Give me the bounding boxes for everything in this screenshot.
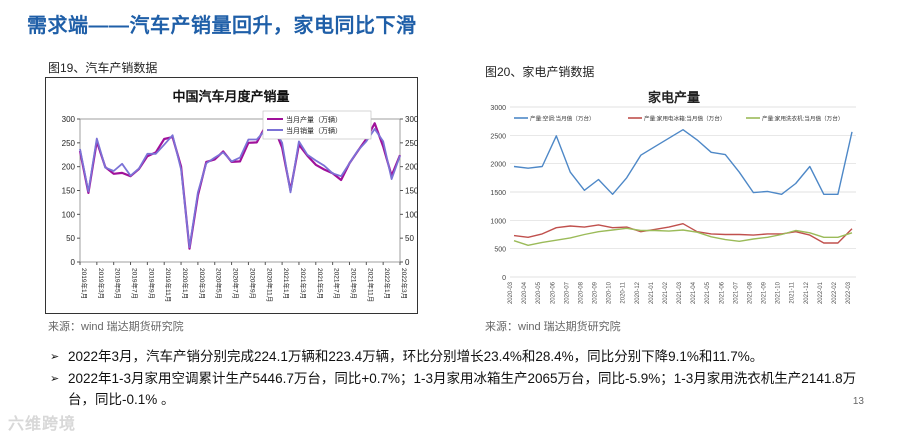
car-x-tick-label: 2020年11月: [265, 268, 274, 302]
car-y-tick-label: 300: [62, 115, 76, 124]
car-y-tick-label: 100: [62, 210, 76, 219]
ha-x-tick-label: 2020-07: [564, 281, 570, 304]
car-right-y-tick-label: 250: [405, 139, 418, 148]
car-x-tick-label: 2020年3月: [198, 268, 207, 299]
bullet-text: 2022年3月，汽车产销分别完成224.1万辆和223.4万辆，环比分别增长23…: [68, 349, 764, 364]
bullet-item: ➢ 2022年3月，汽车产销分别完成224.1万辆和223.4万辆，环比分别增长…: [50, 346, 870, 368]
ha-x-tick-label: 2022-03: [846, 281, 852, 304]
ha-x-tick-label: 2021-12: [804, 281, 810, 304]
car-x-tick-label: 2022年1月: [383, 268, 392, 299]
ha-x-tick-label: 2021-05: [705, 281, 711, 304]
ha-x-tick-label: 2021-07: [733, 281, 739, 304]
car-x-tick-label: 2019年3月: [97, 268, 106, 299]
car-x-tick-label: 2021年5月: [316, 268, 325, 299]
ha-x-tick-label: 2020-09: [593, 281, 599, 304]
ha-x-tick-label: 2020-08: [578, 281, 584, 304]
car-x-tick-label: 2020年1月: [181, 268, 190, 299]
car-right-y-tick-label: 300: [405, 115, 418, 124]
car-x-tick-label: 2021年7月: [333, 268, 342, 299]
ha-x-tick-label: 2021-03: [677, 281, 683, 304]
appliance-chart-bg: [478, 82, 870, 314]
car-right-y-tick-label: 50: [405, 234, 414, 243]
car-legend-label: 当月产量（万辆）: [286, 115, 342, 124]
ha-x-tick-label: 2020-03: [508, 281, 514, 304]
arrow-bullet-icon: ➢: [50, 373, 60, 385]
car-x-tick-label: 2020年9月: [248, 268, 257, 299]
figure-19-caption: 图19、汽车产销数据: [48, 61, 158, 75]
ha-x-tick-label: 2021-06: [719, 281, 725, 304]
car-x-tick-label: 2019年5月: [114, 268, 123, 299]
car-right-y-tick-label: 150: [405, 187, 418, 196]
arrow-bullet-icon: ➢: [50, 351, 60, 363]
ha-x-tick-label: 2021-10: [776, 281, 782, 304]
car-x-tick-label: 2019年7月: [131, 268, 140, 299]
ha-x-tick-label: 2020-06: [550, 281, 556, 304]
ha-x-tick-label: 2021-09: [762, 281, 768, 304]
ha-y-tick-label: 500: [494, 247, 506, 254]
ha-y-tick-label: 1000: [490, 218, 506, 225]
ha-y-tick-label: 2000: [490, 162, 506, 169]
car-y-tick-label: 50: [66, 234, 75, 243]
ha-legend-label: 产量:空调:当月值（万台）: [530, 115, 595, 123]
ha-y-tick-label: 0: [502, 275, 506, 282]
ha-y-tick-label: 3000: [490, 105, 506, 112]
car-y-tick-label: 150: [62, 187, 76, 196]
car-right-y-tick-label: 100: [405, 210, 418, 219]
car-y-tick-label: 250: [62, 139, 76, 148]
car-x-tick-label: 2019年11月: [164, 268, 173, 302]
car-series-line-sales: [79, 126, 401, 249]
ha-x-tick-label: 2020-04: [522, 281, 528, 304]
car-x-tick-label: 2022年3月: [400, 268, 409, 299]
ha-x-tick-label: 2022-01: [818, 281, 824, 304]
figure-19-source: 来源：wind 瑞达期货研究院: [48, 321, 184, 333]
car-y-tick-label: 0: [71, 258, 76, 267]
slide-title: 需求端——汽车产销量回升，家电同比下滑: [27, 15, 417, 37]
watermark-logo: 六维跨境: [8, 416, 77, 433]
appliance-chart: 家电产量 0 500 1000 1500 2000 2500 3000 2020-03 2020…: [478, 82, 870, 314]
page-number: 13: [852, 396, 864, 407]
bullet-list: ➢ 2022年3月，汽车产销分别完成224.1万辆和223.4万辆，环比分别增长…: [50, 346, 870, 410]
ha-x-tick-label: 2021-04: [691, 281, 697, 304]
ha-x-tick-label: 2020-11: [621, 281, 627, 303]
ha-legend-label: 产量:家用洗衣机:当月值（万台）: [762, 115, 843, 123]
car-x-tick-label: 2020年5月: [215, 268, 224, 299]
figure-20-source: 来源：wind 瑞达期货研究院: [485, 321, 621, 333]
ha-x-tick-label: 2020-05: [536, 281, 542, 304]
car-chart-title: 中国汽车月度产销量: [172, 89, 289, 104]
car-x-tick-label: 2021年3月: [299, 268, 308, 299]
car-x-tick-label: 2021年9月: [349, 268, 358, 299]
car-x-tick-label: 2021年1月: [282, 268, 291, 299]
ha-x-tick-label: 2021-08: [747, 281, 753, 304]
bullet-text: 2022年1-3月家用空调累计生产5446.7万台，同比+0.7%；1-3月家用…: [68, 371, 857, 407]
ha-x-tick-label: 2022-02: [832, 281, 838, 304]
car-right-y-tick-label: 0: [405, 258, 410, 267]
figure-20-caption: 图20、家电产销数据: [485, 65, 595, 79]
ha-x-tick-label: 2020-12: [635, 281, 641, 304]
ha-x-tick-label: 2021-02: [663, 281, 669, 304]
car-x-tick-label: 2019年9月: [147, 268, 156, 299]
ha-x-tick-label: 2021-01: [649, 281, 655, 304]
ha-series-line-ac: [513, 129, 853, 196]
ha-x-tick-label: 2020-10: [607, 281, 613, 304]
car-x-tick-label: 2020年7月: [232, 268, 241, 299]
car-x-tick-label: 2019年1月: [80, 268, 89, 299]
ha-x-tick-label: 2021-11: [790, 281, 796, 303]
ha-y-tick-label: 1500: [490, 190, 506, 197]
car-legend-box: [262, 110, 372, 140]
car-legend-label: 当月销量（万辆）: [286, 126, 342, 135]
bullet-item: ➢ 2022年1-3月家用空调累计生产5446.7万台，同比+0.7%；1-3月…: [50, 368, 870, 410]
car-y-tick-label: 200: [62, 163, 76, 172]
car-right-y-tick-label: 200: [405, 163, 418, 172]
ha-series-line-fridge: [513, 222, 853, 244]
ha-series-line-washer: [513, 227, 853, 247]
ha-legend-label: 产量:家用电冰箱:当月值（万台）: [644, 115, 725, 123]
car-x-tick-label: 2021年11月: [366, 268, 375, 302]
appliance-chart-title: 家电产量: [648, 90, 700, 105]
ha-y-tick-label: 2500: [490, 133, 506, 140]
car-chart: 中国汽车月度产销量 0 50 100 150 200 250 300 0 50 100 150 200…: [45, 77, 418, 314]
